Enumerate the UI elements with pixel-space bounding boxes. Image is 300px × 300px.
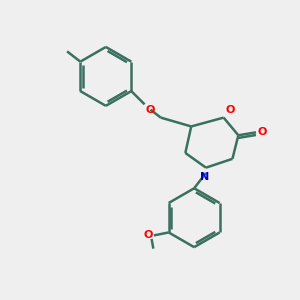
Text: O: O — [257, 127, 267, 137]
Text: O: O — [225, 105, 235, 115]
Text: O: O — [146, 105, 155, 115]
Text: N: N — [200, 172, 209, 182]
Text: O: O — [143, 230, 152, 240]
